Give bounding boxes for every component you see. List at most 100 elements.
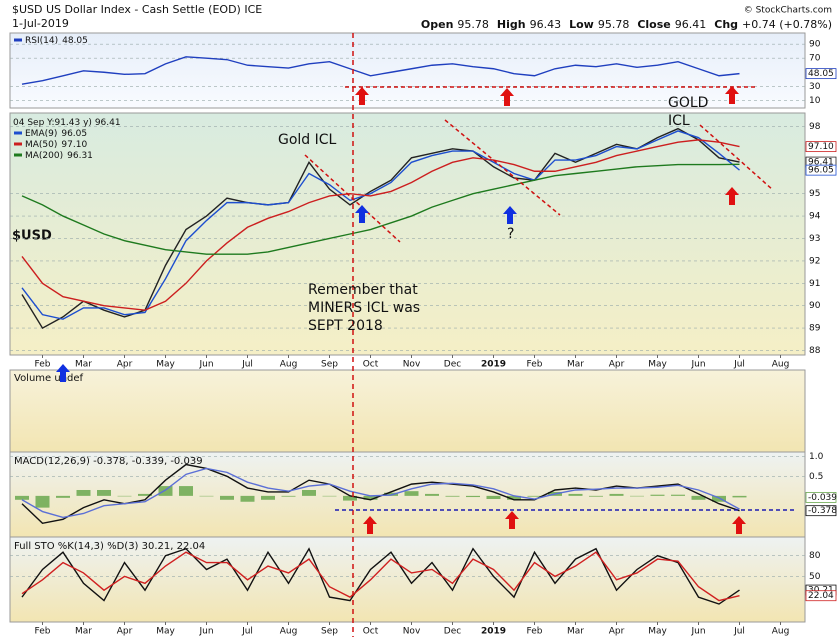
legend-value: 48.05 — [62, 36, 88, 46]
quote-value: +0.74 (+0.78%) — [742, 18, 832, 31]
y-tick-label: 93 — [809, 234, 820, 244]
series-line — [21, 130, 740, 320]
histogram-bar — [117, 495, 132, 497]
crosshair-label: 04 Sep Y:91.43 y) 96.41 — [13, 118, 121, 128]
histogram-bar — [671, 494, 685, 496]
x-tick-label: Aug — [772, 627, 790, 637]
x-tick-label: Mar — [75, 360, 92, 370]
y-tick-label: 80 — [809, 551, 821, 561]
histogram-bar — [404, 491, 419, 496]
histogram-bar — [609, 493, 624, 496]
histogram-bar — [179, 486, 193, 496]
value-tag — [805, 141, 837, 153]
annotation: ? — [507, 226, 514, 242]
x-tick-label: 2019 — [481, 360, 506, 370]
value-tag — [805, 68, 837, 80]
histogram-bar — [445, 495, 460, 497]
quote: Open 95.78 High 96.43 Low 95.78 Close 96.41 Chg +… — [421, 18, 832, 31]
y-tick-label: 95 — [809, 189, 820, 199]
value-tag-label: 48.05 — [808, 69, 834, 79]
x-tick-label: Aug — [280, 627, 298, 637]
rsi-panel — [9, 32, 806, 109]
histogram-bar — [158, 486, 173, 496]
y-tick-label: 89 — [809, 324, 821, 334]
histogram-bar — [630, 495, 644, 497]
x-tick-label: Mar — [75, 627, 92, 637]
series-line — [21, 163, 740, 255]
value-tag — [805, 590, 837, 602]
quote-label: Low — [569, 18, 594, 31]
annotation: ICL — [668, 113, 690, 129]
value-tag-label: 22.04 — [808, 591, 834, 601]
x-tick-label: Jun — [690, 360, 705, 370]
quote-label: Open — [421, 18, 454, 31]
quote-label: High — [497, 18, 526, 31]
histogram-bar — [363, 495, 378, 500]
histogram-bar — [568, 493, 583, 496]
value-tag — [805, 505, 837, 517]
y-tick-label: 94 — [809, 212, 821, 222]
trend-line — [304, 154, 401, 243]
annotation: Remember that — [308, 282, 418, 298]
sto-panel — [9, 536, 806, 623]
x-tick-label: Dec — [444, 360, 461, 370]
y-tick-label: 1.0 — [809, 452, 824, 462]
quote-label: Close — [637, 18, 670, 31]
x-tick-label: Apr — [117, 360, 133, 370]
quote-value: 95.78 — [457, 18, 489, 31]
histogram-bar — [240, 495, 255, 502]
x-tick-label: Aug — [772, 360, 790, 370]
y-tick-label: 10 — [809, 96, 821, 106]
x-tick-label: Jul — [733, 627, 745, 637]
x-tick-label: Apr — [117, 627, 133, 637]
volume-title: Volume undef — [14, 373, 84, 384]
legend-value: 97.10 — [61, 140, 87, 150]
histogram-bar — [220, 495, 234, 500]
x-tick-label: Jun — [198, 360, 213, 370]
value-tag — [805, 164, 837, 176]
trend-line — [444, 119, 561, 216]
x-tick-label: Jul — [733, 360, 745, 370]
value-tag — [805, 491, 837, 503]
quote-label: Chg — [714, 18, 738, 31]
series-line — [21, 127, 740, 330]
annotation: Gold ICL — [278, 132, 337, 148]
x-tick-label: Jul — [241, 627, 253, 637]
histogram-bar — [35, 495, 50, 508]
series-line — [21, 551, 740, 602]
histogram-bar — [15, 495, 29, 500]
series-line — [21, 467, 740, 519]
histogram-bar — [261, 495, 275, 500]
trend-line — [699, 124, 774, 191]
x-tick-label: Apr — [609, 360, 625, 370]
legend-name: EMA(9) — [25, 129, 57, 139]
histogram-bar — [322, 495, 337, 497]
x-tick-label: Sep — [321, 627, 338, 637]
y-tick-label: 30 — [809, 82, 821, 92]
x-tick-label: Feb — [35, 627, 51, 637]
x-tick-label: Mar — [567, 360, 584, 370]
y-tick-label: 88 — [809, 346, 821, 356]
x-tick-label: 2019 — [481, 627, 506, 637]
histogram-bar — [589, 495, 603, 497]
legend-entry: MA(50) 97.10 — [25, 140, 87, 150]
x-tick-label: Apr — [609, 627, 625, 637]
x-tick-label: Nov — [403, 360, 421, 370]
histogram-bar — [425, 493, 439, 496]
histogram-bar — [56, 495, 70, 498]
histogram-bar — [384, 492, 398, 496]
x-tick-label: May — [156, 360, 175, 370]
series-line — [21, 139, 740, 311]
histogram-bar — [486, 495, 501, 500]
quote-value: 96.43 — [530, 18, 562, 31]
x-tick-label: Jul — [241, 360, 253, 370]
histogram-bar — [732, 495, 747, 498]
value-tag-label: -0.378 — [808, 506, 837, 516]
annotation: SEPT 2018 — [308, 318, 383, 334]
legend-name: MA(50) — [25, 140, 57, 150]
histogram-bar — [199, 495, 214, 497]
x-tick-label: May — [648, 360, 667, 370]
histogram-bar — [691, 495, 706, 500]
x-tick-label: Jun — [198, 627, 213, 637]
